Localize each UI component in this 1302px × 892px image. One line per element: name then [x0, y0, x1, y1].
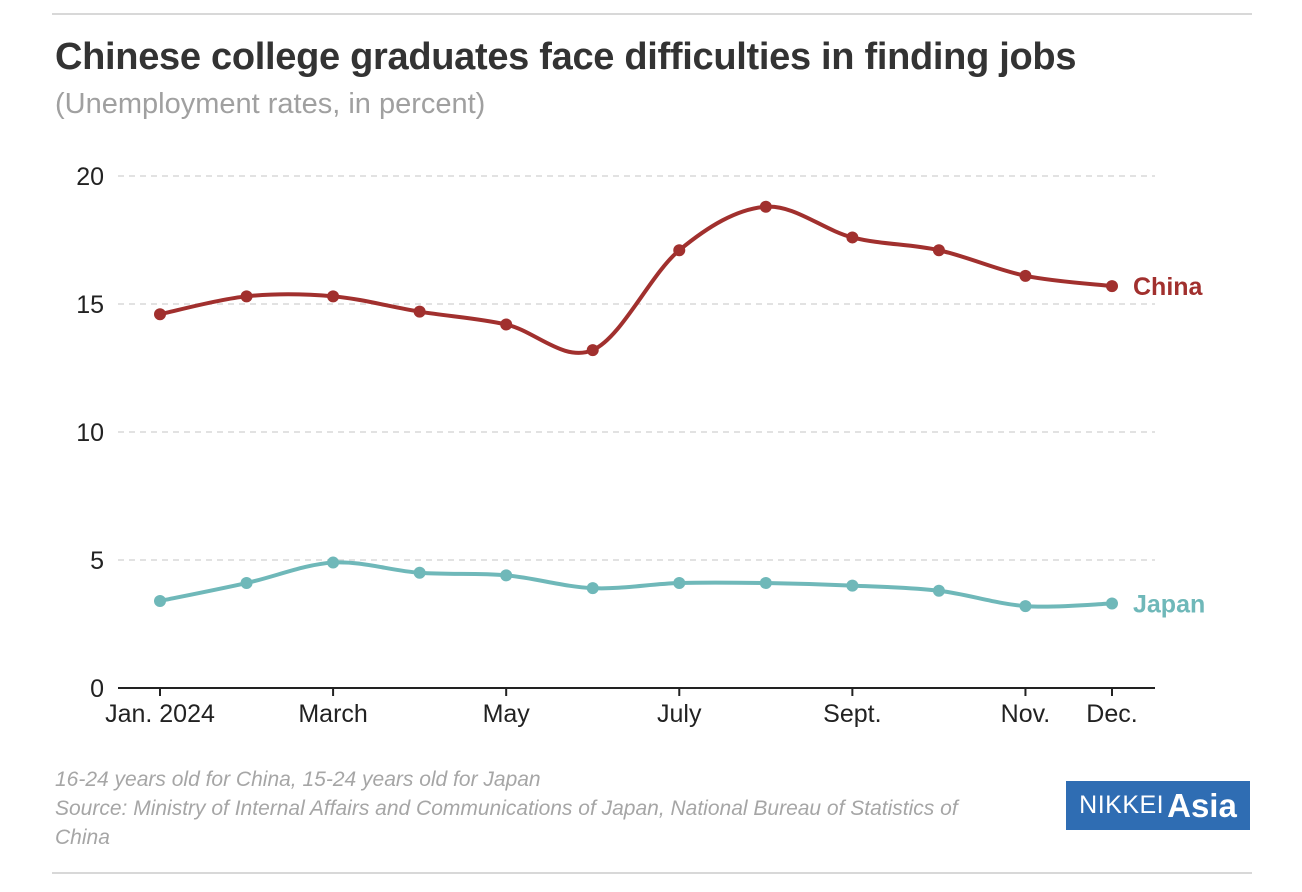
data-point-japan-5	[586, 582, 599, 595]
bottom-rule	[52, 872, 1252, 874]
data-point-japan-1	[240, 577, 253, 590]
logo-nikkei-text: NIKKEI	[1079, 791, 1165, 819]
x-tick-label-8: Sept.	[823, 700, 881, 728]
y-tick-label-20: 20	[76, 163, 104, 191]
series-label-japan: Japan	[1133, 591, 1205, 619]
data-point-china-2	[327, 290, 340, 303]
data-point-china-7	[759, 200, 772, 213]
data-point-japan-10	[1019, 600, 1032, 613]
data-point-china-10	[1019, 269, 1032, 282]
x-tick-label-10: Nov.	[1001, 700, 1051, 728]
chart-subtitle: (Unemployment rates, in percent)	[55, 88, 486, 120]
line-chart: 0 5 10 15 20 Jan. 2024 March May July Sept. Nov. De…	[76, 163, 1205, 728]
data-point-japan-6	[673, 577, 686, 590]
footnote-source: Source: Ministry of Internal Affairs and…	[55, 797, 958, 849]
data-point-japan-9	[932, 584, 945, 597]
data-point-china-9	[932, 244, 945, 257]
data-point-japan-11	[1106, 597, 1118, 610]
data-point-japan-7	[759, 577, 772, 590]
data-point-china-4	[500, 318, 513, 331]
data-point-china-3	[413, 305, 426, 318]
x-tick-label-2: March	[298, 700, 367, 728]
chart-title: Chinese college graduates face difficult…	[55, 36, 1077, 78]
data-point-china-6	[673, 244, 686, 257]
top-rule	[52, 13, 1252, 15]
y-tick-label-10: 10	[76, 419, 104, 447]
y-tick-label-5: 5	[90, 547, 104, 575]
y-tick-label-0: 0	[90, 675, 104, 703]
x-tick-label-0: Jan. 2024	[105, 700, 215, 728]
series-label-china: China	[1133, 273, 1204, 301]
data-point-japan-4	[500, 569, 513, 582]
x-tick-label-6: July	[657, 700, 702, 728]
data-point-japan-2	[327, 556, 340, 569]
x-tick-label-11: Dec.	[1086, 700, 1137, 728]
data-point-japan-3	[413, 566, 426, 579]
series-line-china	[158, 204, 1114, 355]
series-line-japan	[158, 560, 1114, 609]
data-point-japan-0	[154, 594, 166, 607]
nikkei-asia-logo[interactable]: NIKKEI Asia	[1066, 781, 1250, 830]
x-tick-label-4: May	[483, 700, 531, 728]
data-point-japan-8	[846, 579, 859, 592]
series-layer: China Japan	[154, 200, 1205, 619]
footnote-age-range: 16-24 years old for China, 15-24 years o…	[55, 768, 541, 791]
data-point-china-1	[240, 290, 253, 303]
y-tick-label-15: 15	[76, 291, 104, 319]
footnotes: 16-24 years old for China, 15-24 years o…	[55, 765, 1015, 852]
data-point-china-11	[1106, 280, 1118, 293]
grid-layer	[118, 175, 1155, 561]
data-point-china-8	[846, 231, 859, 244]
axis-layer: 0 5 10 15 20 Jan. 2024 March May July Sept. Nov. De…	[76, 163, 1155, 728]
logo-asia-text: Asia	[1167, 786, 1237, 824]
data-point-china-5	[586, 344, 599, 357]
data-point-china-0	[154, 308, 166, 321]
